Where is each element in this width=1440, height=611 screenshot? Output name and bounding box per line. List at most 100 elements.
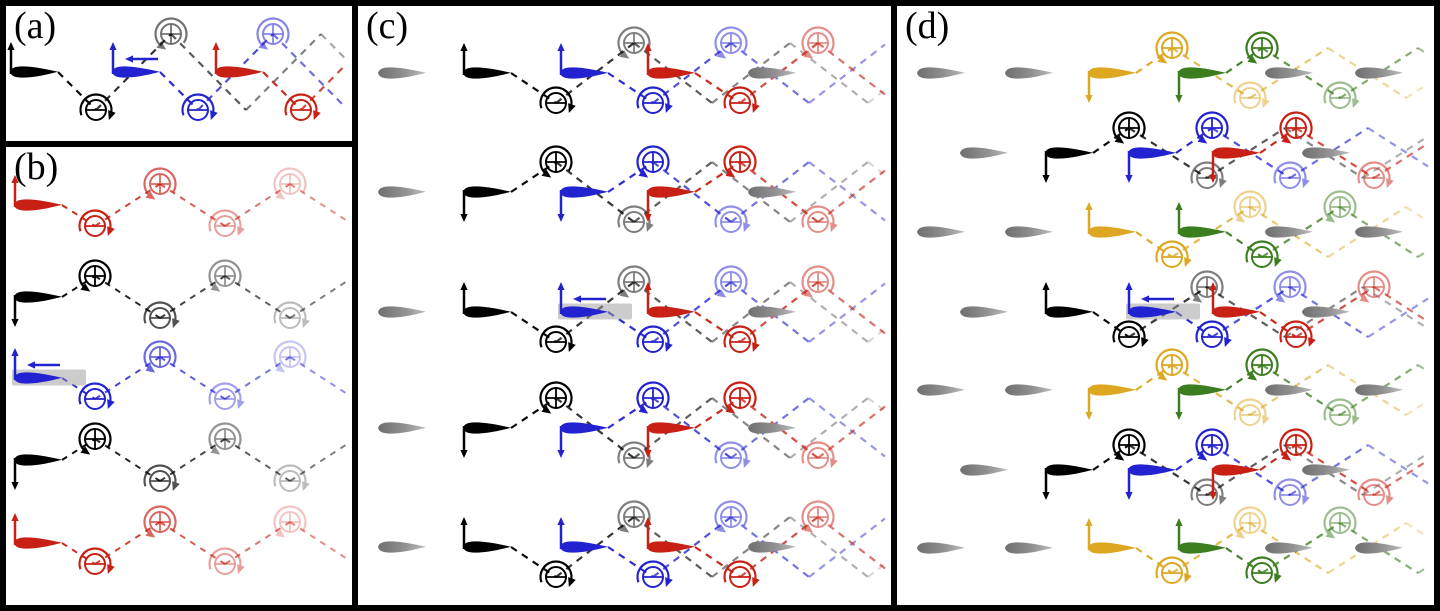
vortex-negative-icon — [539, 86, 576, 114]
arrowhead-icon — [646, 222, 654, 232]
vortex-negative-icon — [284, 93, 321, 121]
wake-path-segment — [510, 161, 557, 193]
rotation-arc — [617, 441, 651, 464]
arrowhead-icon — [1281, 135, 1292, 144]
rotation-arc — [723, 325, 757, 348]
arrowhead-icon — [716, 289, 727, 298]
arrowhead-icon — [1157, 372, 1168, 381]
arrowhead-icon — [1085, 95, 1093, 103]
vortex-positive-icon — [143, 505, 177, 538]
rotation-arc — [636, 560, 670, 583]
wake-path-segment — [159, 183, 226, 227]
arrowhead-icon — [7, 42, 15, 50]
vortex-negative-icon — [1279, 320, 1316, 348]
arrowhead-icon — [557, 214, 565, 222]
vortex-positive-icon — [1279, 428, 1313, 461]
arrowhead-icon — [1085, 412, 1093, 420]
wake-path-segment — [1367, 297, 1429, 338]
vortex-positive-icon — [617, 500, 651, 533]
vortex-negative-icon — [636, 560, 673, 588]
arrowhead-icon — [11, 482, 19, 490]
arrowhead-icon — [1281, 452, 1292, 461]
rotation-arc — [79, 93, 113, 116]
vortex-positive-icon — [1273, 270, 1307, 303]
vortex-positive-icon — [539, 145, 573, 178]
arrowhead-icon — [1175, 95, 1183, 103]
vortex-negative-icon — [723, 560, 760, 588]
arrowhead-icon — [1219, 178, 1227, 188]
vortex-positive-icon — [1245, 31, 1279, 64]
foil-gray — [960, 464, 1008, 476]
vortex-negative-icon — [723, 325, 760, 353]
wake-path-segment — [1135, 47, 1173, 74]
foil-red — [647, 67, 695, 79]
rotation-arc — [1233, 506, 1267, 537]
arrowhead-icon — [1247, 372, 1258, 381]
arrowhead-icon — [107, 564, 115, 574]
wake-path-segment — [1284, 286, 1364, 338]
rotation-arc — [1323, 81, 1357, 104]
arrowhead-icon — [644, 214, 652, 222]
rotation-arc — [1112, 111, 1146, 142]
arrowhead-icon — [1197, 452, 1208, 461]
rotation-arc — [284, 93, 318, 116]
arrowhead-icon — [302, 481, 310, 491]
rotation-arc — [1273, 270, 1307, 301]
rotation-arc — [273, 505, 307, 536]
foil-red — [1212, 147, 1260, 159]
vortex-positive-icon — [714, 265, 748, 298]
rotation-arc — [273, 167, 307, 198]
rotation-arc — [539, 325, 573, 348]
vortex-positive-icon — [723, 381, 757, 414]
wake-path-segment — [510, 311, 557, 343]
arrowhead-icon — [460, 214, 468, 222]
foil-gray — [1302, 147, 1350, 159]
vortex-negative-icon — [1357, 478, 1394, 506]
rotation-arc — [1233, 398, 1267, 421]
panel-c-label: (c) — [366, 5, 409, 47]
arrowhead-icon — [644, 450, 652, 458]
arrowhead-icon — [1209, 175, 1217, 183]
arrowhead-icon — [1262, 415, 1270, 425]
foil-gray — [748, 306, 796, 318]
arrowhead-icon — [644, 43, 652, 51]
wake-path-segment — [1373, 459, 1429, 496]
foil-gray — [1005, 67, 1053, 79]
foil-blue — [560, 186, 608, 198]
foil-gray — [1355, 384, 1403, 396]
wake-path-segment — [607, 72, 654, 104]
foil-gray — [378, 541, 426, 553]
arrowhead-icon — [1125, 175, 1133, 183]
arrowhead-icon — [644, 282, 652, 290]
arrowhead-icon — [210, 110, 218, 120]
rotation-arc — [208, 382, 242, 405]
rotation-arc — [636, 381, 670, 412]
vortex-positive-icon — [1357, 270, 1391, 303]
arrowhead-icon — [1302, 178, 1310, 188]
rotation-arc — [208, 422, 242, 453]
wake-path-segment — [730, 42, 810, 104]
rotation-arc — [617, 265, 651, 296]
panel-b-label: (b) — [14, 146, 59, 188]
foil-black — [463, 541, 511, 553]
wake-path-segment — [510, 72, 557, 104]
vortex-positive-icon — [1195, 111, 1229, 144]
arrowhead-icon — [716, 50, 727, 59]
arrowhead-icon — [1308, 337, 1316, 347]
arrowhead-icon — [125, 55, 133, 63]
wake-path-segment — [1417, 565, 1429, 574]
vortex-negative-icon — [801, 441, 838, 469]
foil-green — [1178, 384, 1226, 396]
foil-gray — [1302, 464, 1350, 476]
wake-path-segment — [94, 521, 161, 565]
vortex-positive-icon — [143, 340, 177, 373]
vortex-negative-icon — [1112, 320, 1149, 348]
arrowhead-icon — [830, 222, 838, 232]
arrowhead-icon — [1235, 530, 1246, 539]
wake-path-segment — [817, 281, 886, 335]
arrowhead-icon — [237, 399, 245, 409]
arrowhead-icon — [1275, 294, 1286, 303]
vortex-positive-icon — [714, 26, 748, 59]
arrowhead-icon — [1042, 175, 1050, 183]
arrowhead-icon — [460, 517, 468, 525]
